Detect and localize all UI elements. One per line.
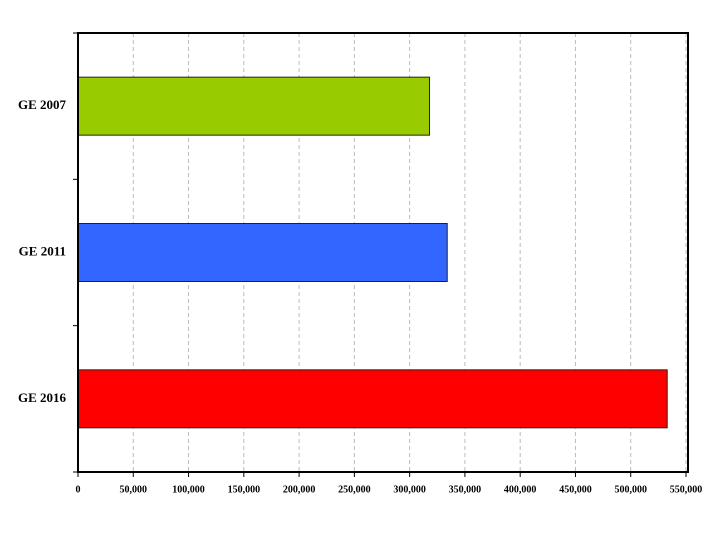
y-tick-label: GE 2007	[18, 97, 67, 112]
x-tick-label: 50,000	[120, 484, 148, 495]
y-tick-label: GE 2011	[19, 243, 66, 258]
x-tick-label: 300,000	[393, 484, 426, 495]
x-tick-label: 100,000	[172, 484, 205, 495]
plot-frame	[77, 32, 689, 473]
x-tick-label: 200,000	[283, 484, 316, 495]
x-tick-label: 400,000	[504, 484, 537, 495]
x-tick-label: 450,000	[559, 484, 592, 495]
x-tick-label: 550,000	[670, 484, 703, 495]
x-tick-label: 350,000	[449, 484, 482, 495]
x-tick-label: 150,000	[228, 484, 261, 495]
x-tick-label: 0	[76, 484, 81, 495]
bar	[77, 76, 431, 136]
bar	[77, 369, 668, 429]
x-tick-label: 500,000	[614, 484, 647, 495]
bar	[77, 223, 448, 282]
x-tick-label: 250,000	[338, 484, 371, 495]
y-tick-label: GE 2016	[18, 390, 67, 405]
